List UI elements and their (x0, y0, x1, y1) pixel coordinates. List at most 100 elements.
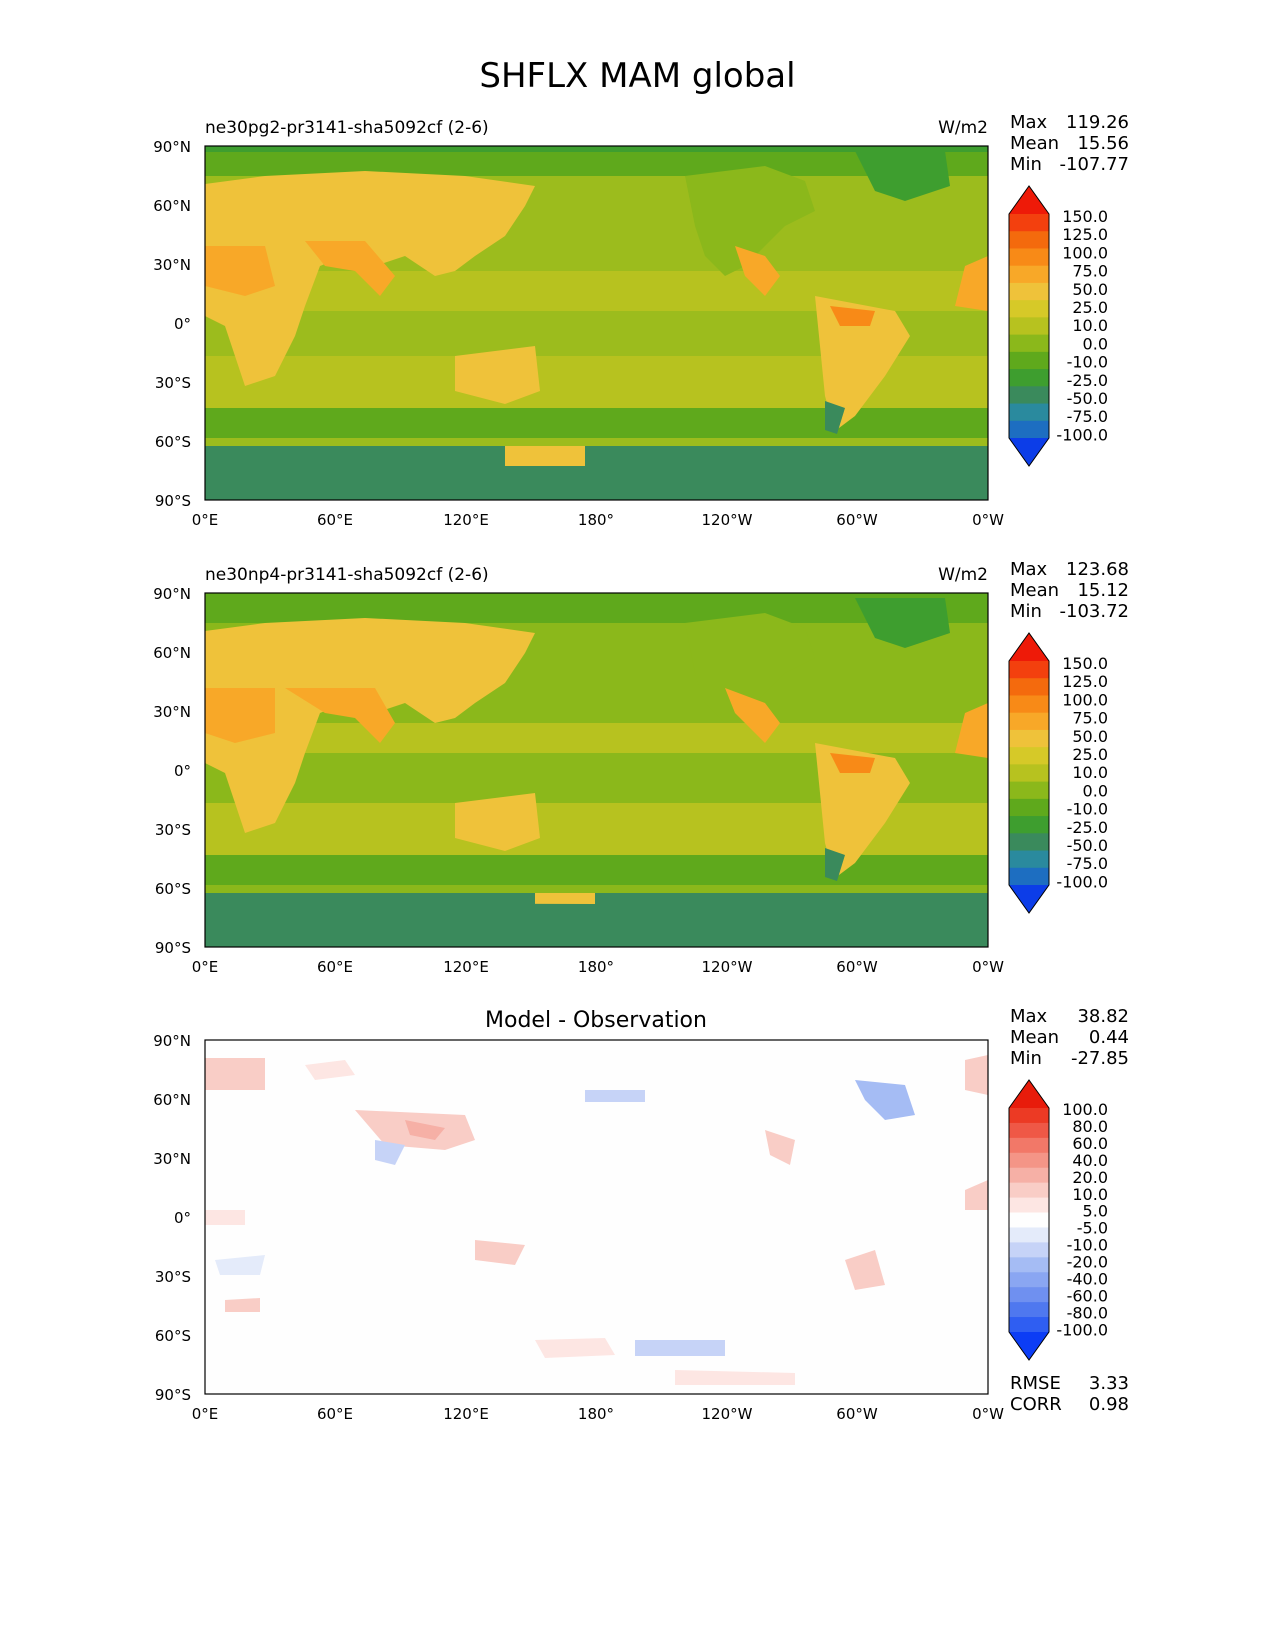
colorbar-segment (1009, 747, 1049, 765)
lat-tick: 90°S (155, 939, 191, 957)
colorbar-level-label: 125.0 (1062, 672, 1108, 691)
page-title: SHFLX MAM global (479, 56, 796, 96)
colorbar-level-label: 50.0 (1072, 727, 1108, 746)
colorbar-level-label: -60.0 (1067, 1286, 1108, 1305)
map-frame (204, 1039, 989, 1395)
units-label: W/m2 (938, 118, 988, 138)
colorbar-level-label: -75.0 (1067, 407, 1108, 426)
colorbar-level-label: 150.0 (1062, 654, 1108, 673)
colorbar-extend-min (1009, 438, 1049, 466)
colorbar-level-label: 25.0 (1072, 298, 1108, 317)
colorbar-segment (1009, 1108, 1049, 1124)
colorbar-segment (1009, 678, 1049, 696)
panel-3-difference: Model - Observation 90°N 60°N 30°N 0° 30… (0, 894, 1275, 1454)
colorbar-segment (1009, 300, 1049, 318)
colorbar-level-label: 10.0 (1072, 763, 1108, 782)
lat-tick: 30°S (155, 374, 191, 392)
colorbar-level-label: -100.0 (1056, 872, 1108, 891)
stats-box: Max 123.68 Mean 15.12 Min -103.72 (1010, 559, 1129, 622)
colorbar-segment (1009, 729, 1049, 748)
colorbar-segment (1009, 1317, 1049, 1333)
colorbar-segment (1009, 764, 1049, 783)
map-frame (204, 145, 989, 501)
skill-scores: RMSE 3.33 CORR 0.98 (1010, 1373, 1129, 1415)
colorbar (1008, 1079, 1050, 1361)
panel-label: ne30np4-pr3141-sha5092cf (2-6) (205, 565, 489, 585)
stat-max: 123.68 (1066, 559, 1129, 580)
colorbar-segment (1009, 282, 1049, 301)
panel-3-svg: Model - Observation 90°N 60°N 30°N 0° 30… (153, 1006, 1129, 1423)
colorbar-extend-max (1009, 1080, 1049, 1108)
colorbar-extend-min (1009, 885, 1049, 913)
colorbar-level-label: -50.0 (1067, 836, 1108, 855)
stat-max: 119.26 (1066, 112, 1129, 133)
lon-tick: 120°E (443, 958, 489, 976)
lon-tick: 180° (578, 1405, 614, 1423)
colorbar-segment (1009, 1197, 1049, 1214)
corr-label: CORR (1010, 1394, 1062, 1415)
colorbar-segment (1009, 712, 1049, 731)
lon-tick: 180° (578, 958, 614, 976)
colorbar-segment (1009, 1182, 1049, 1199)
stat-max-label: Max (1010, 112, 1048, 133)
colorbar-level-label: 80.0 (1072, 1117, 1108, 1136)
colorbar-segment (1009, 1122, 1049, 1139)
panel-1-svg: ne30pg2-pr3141-sha5092cf (2-6) W/m2 90°N… (153, 112, 1129, 529)
stat-mean: 15.56 (1077, 133, 1129, 154)
colorbar-level-label: 100.0 (1062, 1100, 1108, 1119)
colorbar-segment (1009, 850, 1049, 869)
colorbar-level-label: -80.0 (1067, 1303, 1108, 1322)
stat-min: -27.85 (1071, 1048, 1129, 1069)
colorbar-segment (1009, 317, 1049, 336)
lon-tick: 120°W (702, 1405, 753, 1423)
colorbar-segment (1009, 661, 1049, 679)
colorbar-segment (1009, 1242, 1049, 1258)
lat-tick: 0° (174, 762, 191, 780)
colorbar-level-label: 75.0 (1072, 262, 1108, 281)
lon-tick: 0°W (972, 511, 1004, 529)
colorbar-segment (1009, 231, 1049, 249)
lon-axis: 0°E 60°E 120°E 180° 120°W 60°W 0°W (192, 1405, 1004, 1423)
lon-tick: 60°W (836, 511, 878, 529)
lat-axis: 90°N 60°N 30°N 0° 30°S 60°S 90°S (153, 1032, 191, 1404)
colorbar-segment (1009, 1227, 1049, 1243)
lat-tick: 60°N (153, 197, 191, 215)
lon-tick: 0°E (192, 1405, 219, 1423)
colorbar-segment (1009, 781, 1049, 800)
lat-tick: 60°N (153, 1091, 191, 1109)
stat-min-label: Min (1010, 1048, 1042, 1069)
colorbar-segment (1009, 369, 1049, 387)
colorbar-level-label: -100.0 (1056, 1320, 1108, 1339)
colorbar-level-label: -50.0 (1067, 389, 1108, 408)
lat-tick: 90°N (153, 1032, 191, 1050)
corr-value: 0.98 (1089, 1394, 1129, 1415)
stat-mean-label: Mean (1010, 133, 1059, 154)
colorbar-level-label: 10.0 (1072, 1185, 1108, 1204)
stat-mean: 0.44 (1089, 1027, 1129, 1048)
colorbar-labels: 100.080.060.040.020.010.05.0-5.0-10.0-20… (1056, 1100, 1108, 1339)
colorbar-level-label: 0.0 (1083, 334, 1108, 353)
colorbar-outline (1008, 185, 1050, 467)
colorbar-segment (1009, 833, 1049, 852)
colorbar-segment (1009, 1152, 1049, 1169)
colorbar-extend-min (1009, 1332, 1049, 1360)
colorbar-segment (1009, 351, 1049, 370)
lat-tick: 30°N (153, 1150, 191, 1168)
stats-box: Max 38.82 Mean 0.44 Min -27.85 (1010, 1006, 1129, 1069)
panel-title: Model - Observation (485, 1008, 707, 1033)
stats-box: Max 119.26 Mean 15.56 Min -107.77 (1010, 112, 1129, 175)
lon-tick: 120°W (702, 958, 753, 976)
panel-2-svg: ne30np4-pr3141-sha5092cf (2-6) W/m2 90°N… (153, 559, 1129, 976)
lon-tick: 60°E (317, 1405, 353, 1423)
colorbar-level-label: 100.0 (1062, 690, 1108, 709)
colorbar-segment (1009, 265, 1049, 284)
stat-mean-label: Mean (1010, 1027, 1059, 1048)
rmse-label: RMSE (1010, 1373, 1061, 1394)
lat-tick: 0° (174, 315, 191, 333)
lat-tick: 60°N (153, 644, 191, 662)
lat-tick: 90°N (153, 138, 191, 156)
stat-min-label: Min (1010, 154, 1042, 175)
colorbar-level-label: 100.0 (1062, 243, 1108, 262)
lon-tick: 120°E (443, 1405, 489, 1423)
